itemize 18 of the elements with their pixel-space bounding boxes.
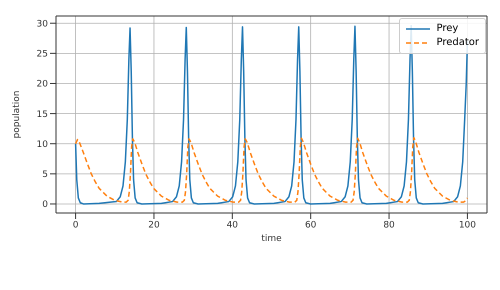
y-tick-label: 20 — [36, 80, 48, 90]
x-tick-label: 0 — [72, 220, 79, 230]
y-tick-label: 15 — [36, 110, 48, 120]
legend-label: Prey — [436, 22, 458, 36]
x-tick-label: 80 — [383, 220, 396, 230]
x-tick-label: 20 — [148, 220, 160, 230]
legend-label: Predator — [436, 36, 479, 50]
x-tick-label: 40 — [226, 220, 238, 230]
x-tick-label: 100 — [458, 220, 476, 230]
y-tick-label: 30 — [36, 19, 48, 30]
y-axis-title: population — [12, 90, 22, 138]
y-tick-label: 10 — [36, 140, 48, 150]
x-tick-label: 60 — [304, 220, 317, 230]
y-tick-label: 25 — [36, 50, 48, 60]
x-axis-title: time — [261, 234, 282, 244]
y-tick-label: 0 — [42, 200, 48, 210]
y-tick-label: 5 — [42, 170, 48, 180]
line-series — [74, 136, 468, 203]
